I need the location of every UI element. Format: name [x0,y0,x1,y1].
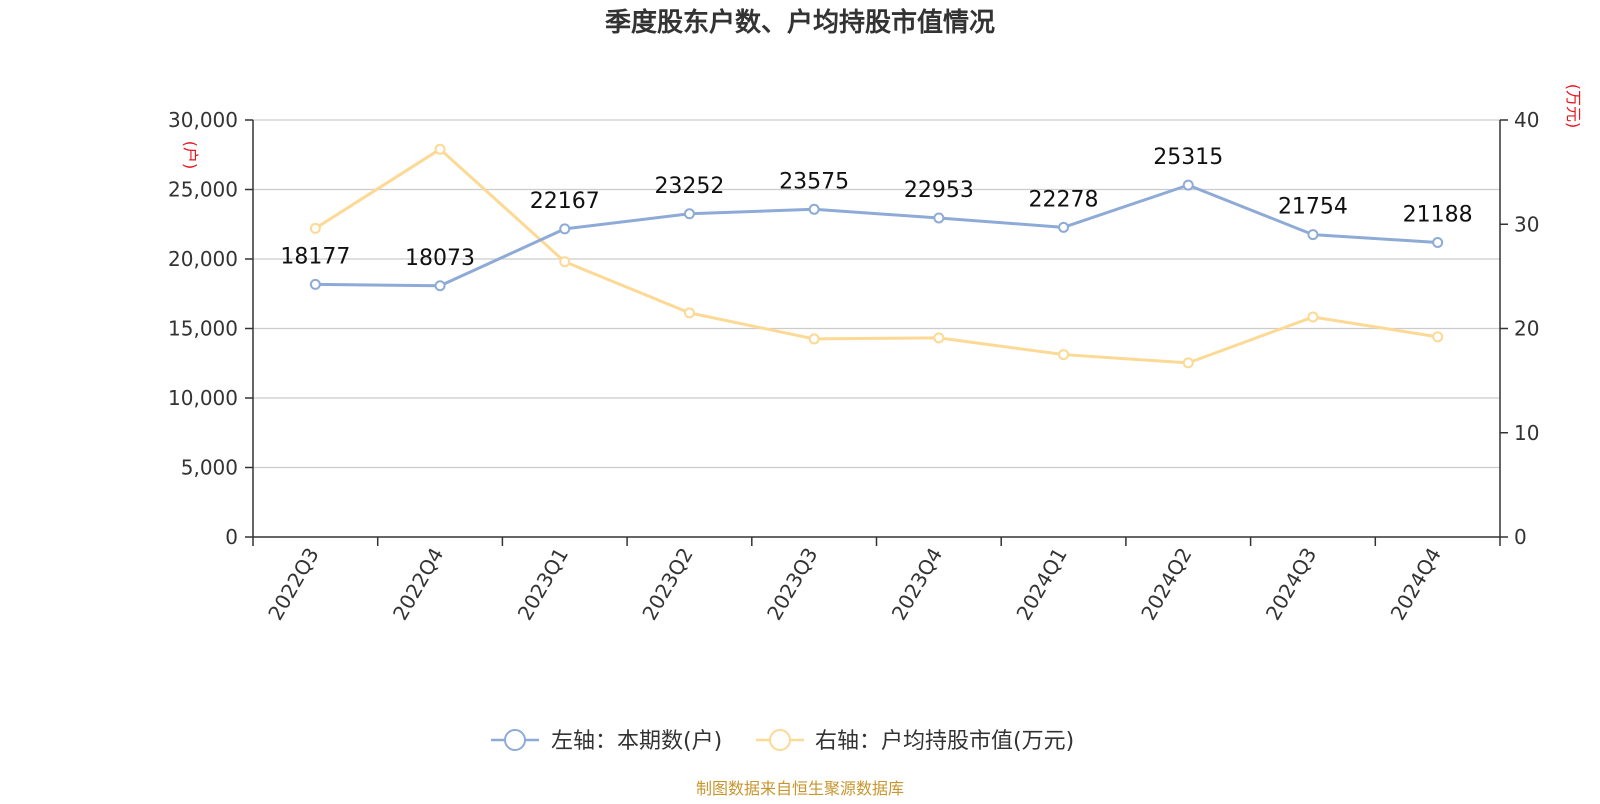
right-axis-tick-label: 20 [1514,317,1539,341]
left-axis-unit: (户) [181,141,200,170]
series-line-market-value [314,147,1438,365]
data-point-market-value [559,256,571,268]
data-point-holders [1307,229,1319,241]
chart-title: 季度股东户数、户均持股市值情况 [605,7,995,38]
data-point-holders [1182,179,1194,191]
right-axis-unit: (万元) [1564,84,1583,129]
data-point-holders [1432,236,1444,248]
data-label: 22278 [1029,187,1099,212]
data-point-market-value [808,333,820,345]
x-axis-tick-label: 2023Q4 [887,544,947,625]
left-axis-tick-label: 30,000 [168,108,238,132]
data-point-market-value [933,332,945,344]
data-point-holders [1058,221,1070,233]
data-point-market-value [1058,349,1070,361]
left-axis-tick-label: 0 [225,525,238,549]
x-axis-tick-label: 2024Q4 [1386,544,1446,625]
data-label: 18073 [405,246,475,271]
data-label: 18177 [280,244,350,269]
x-axis-tick-label: 2022Q4 [388,544,448,625]
right-axis-tick-label: 0 [1514,525,1527,549]
left-axis-tick-label: 15,000 [168,317,238,341]
data-label: 23575 [779,169,849,194]
data-label: 23252 [654,174,724,199]
legend-marker-market-value [769,729,791,751]
left-axis-tick-label: 10,000 [168,386,238,410]
left-axis-tick-label: 5,000 [181,456,238,480]
data-point-market-value [1432,331,1444,343]
right-axis-tick-label: 30 [1514,212,1539,236]
x-axis-tick-label: 2024Q3 [1261,544,1321,625]
right-axis-tick-label: 40 [1514,108,1539,132]
data-point-holders [309,278,321,290]
data-point-market-value [683,307,695,319]
x-axis-tick-label: 2024Q1 [1011,544,1071,625]
grid-lines [253,119,1500,469]
data-label: 21754 [1278,195,1348,220]
source-note: 制图数据来自恒生聚源数据库 [696,779,904,798]
left-axis-tick-label: 20,000 [168,247,238,271]
legend: 左轴：本期数(户) 右轴：户均持股市值(万元) [491,729,1074,754]
x-axis-tick-label: 2024Q2 [1136,544,1196,625]
legend-label-holders: 左轴：本期数(户) [551,729,722,754]
x-axis-tick-label: 2022Q3 [263,544,323,625]
data-label: 22167 [530,189,600,214]
data-point-holders [808,203,820,215]
right-axis-tick-label: 10 [1514,421,1539,445]
data-label: 22953 [904,178,974,203]
data-label: 21188 [1403,202,1473,227]
x-axis-tick-label: 2023Q3 [762,544,822,625]
axes: 0 5,000 10,000 15,000 20,000 25,000 30,000 0 10 2… [168,84,1583,624]
data-label: 25315 [1153,145,1223,170]
data-point-holders [434,280,446,292]
legend-marker-holders [504,729,526,751]
data-point-holders [559,223,571,235]
legend-label-market-value: 右轴：户均持股市值(万元) [815,729,1074,754]
data-point-holders [683,208,695,220]
data-point-market-value [1182,357,1194,369]
data-point-market-value [1307,311,1319,323]
data-point-market-value [309,222,321,234]
left-axis-tick-label: 25,000 [168,178,238,202]
x-axis-tick-label: 2023Q2 [637,544,697,625]
data-point-holders [933,212,945,224]
series-layer [309,143,1444,369]
series-line-holders [315,183,1438,288]
x-axis-tick-label: 2023Q1 [513,544,573,625]
data-point-market-value [434,143,446,155]
data-labels: 18177 18073 22167 23252 23575 22953 22278 25315… [280,145,1472,271]
